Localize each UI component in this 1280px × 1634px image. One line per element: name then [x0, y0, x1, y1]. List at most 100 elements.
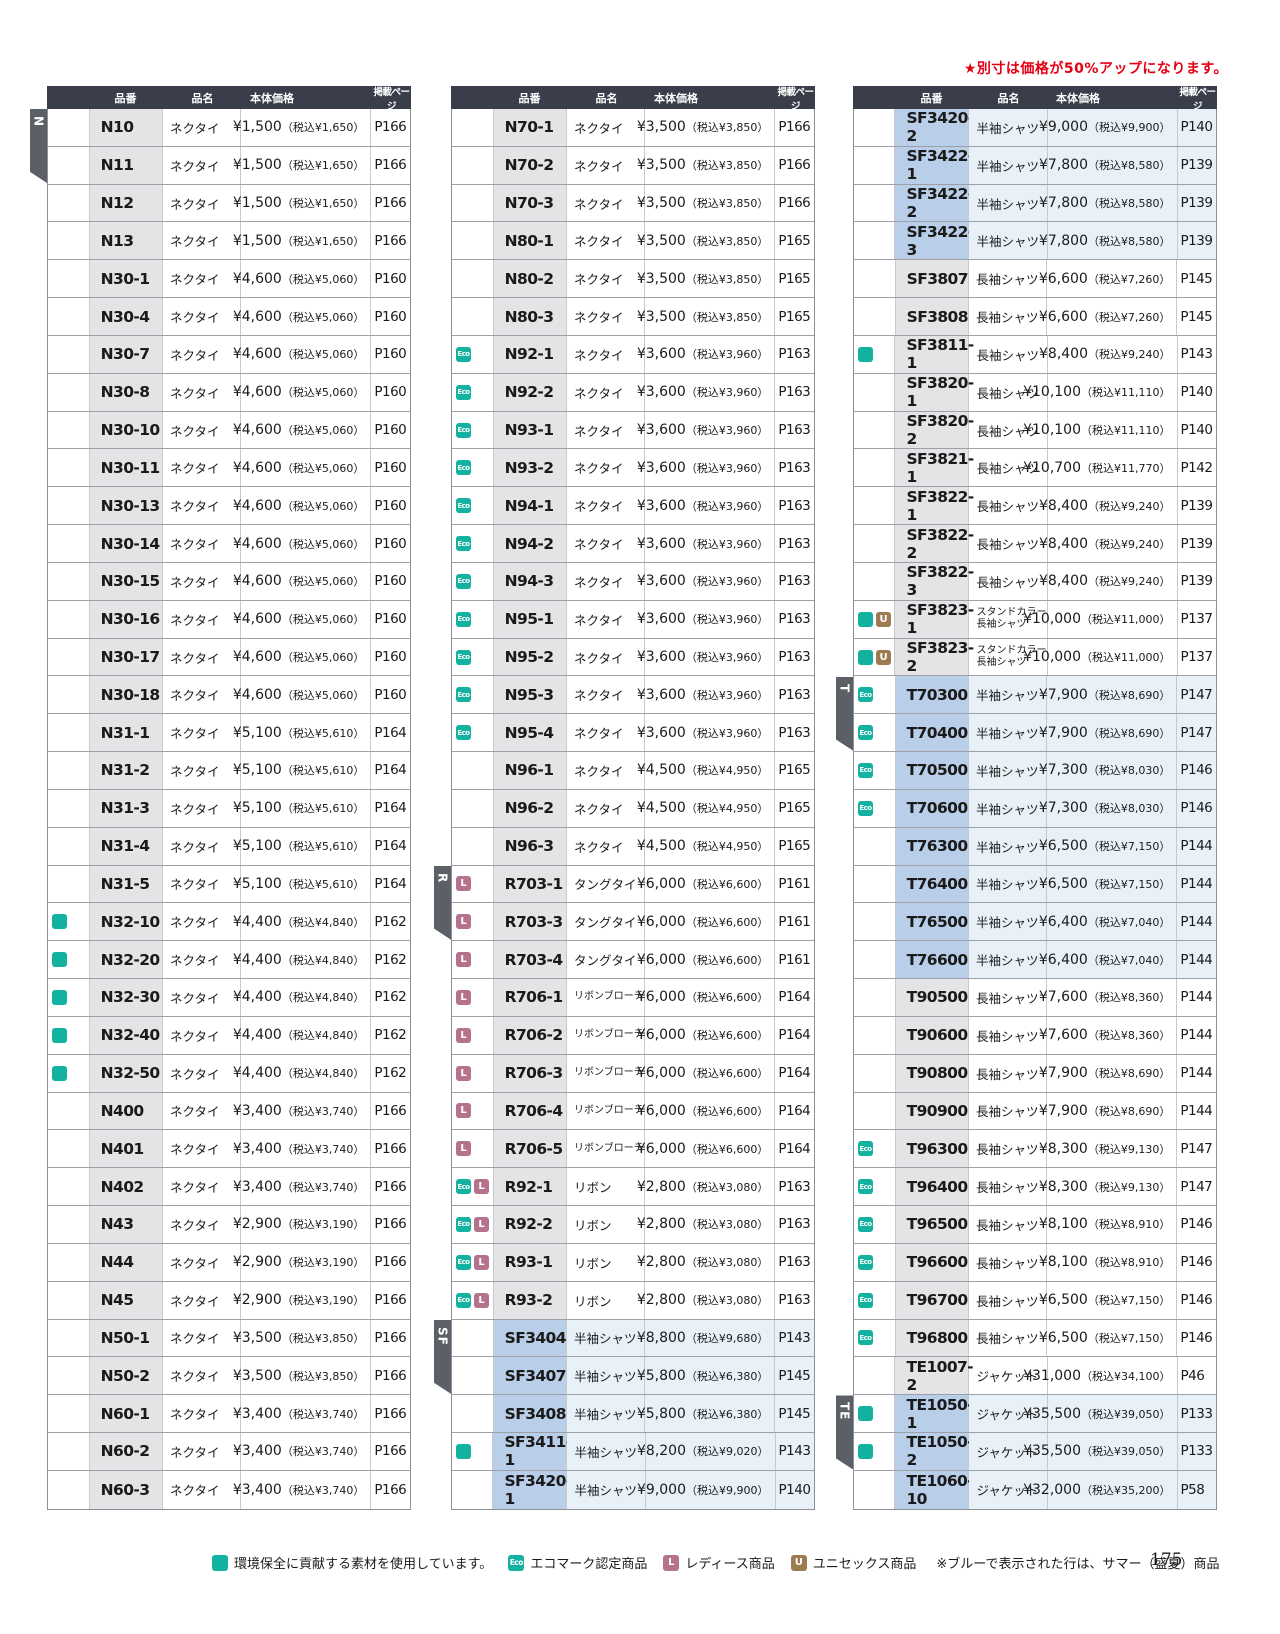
page-reference: P140 [1177, 109, 1216, 146]
product-code: SF3422-2 [894, 184, 974, 222]
product-code: SF3822-3 [894, 562, 974, 600]
product-code: N30-14 [88, 525, 164, 562]
row-icon-slot [452, 298, 493, 335]
product-name: ネクタイ [163, 1395, 242, 1432]
product-name: ネクタイ [567, 827, 646, 865]
price-base: ¥3,500 [636, 270, 686, 287]
price-base: ¥6,000 [636, 875, 686, 892]
price-tax-included: 税込¥3,850 [282, 1368, 365, 1384]
page-reference: P160 [374, 535, 407, 552]
table-row: N32-30 ネクタイ ¥4,400税込¥4,840 P162 [48, 979, 410, 1017]
price-tax-included: 税込¥39,050 [1081, 1443, 1171, 1459]
price-tax-included: 税込¥1,650 [282, 233, 365, 249]
row-icon-slot [854, 903, 895, 941]
product-price: ¥6,000税込¥6,600 [637, 1016, 776, 1054]
product-price: ¥6,500税込¥7,150 [1039, 827, 1178, 865]
page-reference: P166 [374, 1140, 407, 1157]
product-code: T76400 [894, 865, 970, 903]
eco-mark-icon: Eco [858, 1216, 873, 1232]
product-name: 半袖シャツ [969, 941, 1048, 979]
product-code: SF3407 [492, 1357, 568, 1395]
price-base: ¥4,400 [232, 913, 282, 930]
row-icon-slot: Eco [452, 714, 493, 752]
eco-material-icon [858, 346, 873, 362]
page-reference: P164 [374, 875, 407, 892]
page-reference: P164 [778, 989, 811, 1006]
product-name: スタンドカラー長袖シャツ [969, 600, 1048, 638]
product-price: ¥5,100税込¥5,610 [233, 827, 372, 865]
eco-mark-icon: Eco [858, 1292, 873, 1308]
product-price: ¥1,500税込¥1,650 [233, 184, 372, 222]
price-tax-included: 税込¥9,020 [686, 1443, 769, 1459]
ladies-icon: L [456, 952, 471, 968]
product-price: ¥4,400税込¥4,840 [233, 979, 372, 1016]
page-reference: P165 [778, 762, 811, 779]
product-name: ネクタイ [163, 373, 242, 411]
row-icon-slot: L [452, 1054, 493, 1092]
price-tax-included: 税込¥3,960 [686, 422, 769, 438]
price-tax-included: 税込¥7,150 [1088, 838, 1171, 854]
table-row: N60-1 ネクタイ ¥3,400税込¥3,740 P166 [48, 1395, 410, 1433]
row-icon-slot: U [854, 600, 895, 638]
row-icon-slot: Eco [452, 600, 493, 638]
product-code: N30-4 [88, 298, 164, 335]
table-row: U SF3823-1 スタンドカラー長袖シャツ ¥10,000税込¥11,000… [854, 600, 1216, 639]
page-reference: P166 [374, 1405, 407, 1422]
product-code: N30-10 [88, 411, 164, 449]
row-icon-slot [854, 1432, 895, 1470]
product-code: N30-8 [88, 373, 164, 411]
price-base: ¥8,100 [1038, 1216, 1088, 1233]
table-row: Eco N93-1 ネクタイ ¥3,600税込¥3,960 P163 [452, 411, 814, 450]
price-base: ¥4,600 [232, 346, 282, 363]
eco-mark-icon: Eco [456, 649, 471, 665]
product-code: T90900 [894, 1092, 970, 1130]
page-reference: P133 [1177, 1395, 1216, 1432]
price-base: ¥10,700 [1023, 459, 1081, 476]
header-price: 本体価格 [654, 91, 698, 105]
page-reference: P166 [374, 1178, 407, 1195]
product-name: ネクタイ [567, 449, 646, 487]
price-tax-included: 税込¥3,080 [686, 1292, 769, 1308]
table-row: SF3808 長袖シャツ ¥6,600税込¥7,260 P145 [854, 298, 1216, 336]
page-reference: P139 [1180, 573, 1213, 590]
product-name: 半袖シャツ [969, 789, 1048, 827]
product-price: ¥3,500税込¥3,850 [637, 260, 776, 298]
table-row: Eco T70400 半袖シャツ ¥7,900税込¥8,690 P147 [854, 714, 1216, 753]
product-code: N92-2 [492, 373, 568, 411]
eco-mark-icon: Eco [858, 1254, 873, 1270]
table-row: N50-2 ネクタイ ¥3,500税込¥3,850 P166 [48, 1357, 410, 1396]
page-reference: P160 [374, 346, 407, 363]
product-code: N96-1 [492, 752, 568, 789]
product-price: ¥32,000税込¥35,200 [1023, 1470, 1178, 1509]
product-name: 長袖シャツ [969, 1130, 1048, 1168]
product-code: N30-11 [88, 449, 164, 487]
product-name: ネクタイ [567, 222, 646, 260]
product-code: N402 [88, 1168, 164, 1206]
product-code: SF3808 [894, 298, 970, 335]
price-base: ¥10,000 [1023, 649, 1081, 665]
product-code: N400 [88, 1092, 164, 1130]
product-name: ネクタイ [567, 487, 646, 525]
page-reference: P143 [775, 1432, 814, 1470]
resize-price-note: ★別寸は価格が50%アップになります。 [963, 61, 1228, 77]
product-code: N12 [88, 184, 164, 222]
table-row: Eco N95-2 ネクタイ ¥3,600税込¥3,960 P163 [452, 638, 814, 677]
price-tax-included: 税込¥3,960 [686, 536, 769, 552]
page-reference: P147 [1180, 1178, 1213, 1195]
table-header: 品番 品名 本体価格 掲載ページ [451, 86, 815, 112]
product-price: ¥4,600税込¥5,060 [233, 487, 372, 525]
row-icon-slot [854, 335, 895, 373]
product-code: N401 [88, 1130, 164, 1168]
price-tax-included: 税込¥9,240 [1088, 498, 1171, 514]
product-name: ネクタイ [567, 638, 646, 676]
product-name: ネクタイ [163, 941, 242, 979]
price-tax-included: 税込¥7,260 [1088, 309, 1171, 325]
page-reference: P139 [1177, 222, 1216, 260]
product-code: SF3820-1 [894, 373, 974, 411]
row-icon-slot: Eco [854, 1206, 895, 1243]
legend-eco-mark: Eco エコマーク認定商品 [508, 1553, 647, 1572]
price-tax-included: 税込¥9,900 [686, 1482, 769, 1498]
header-price: 本体価格 [250, 91, 294, 105]
page-reference: P160 [374, 611, 407, 628]
table-row: N80-1 ネクタイ ¥3,500税込¥3,850 P165 [452, 222, 814, 261]
